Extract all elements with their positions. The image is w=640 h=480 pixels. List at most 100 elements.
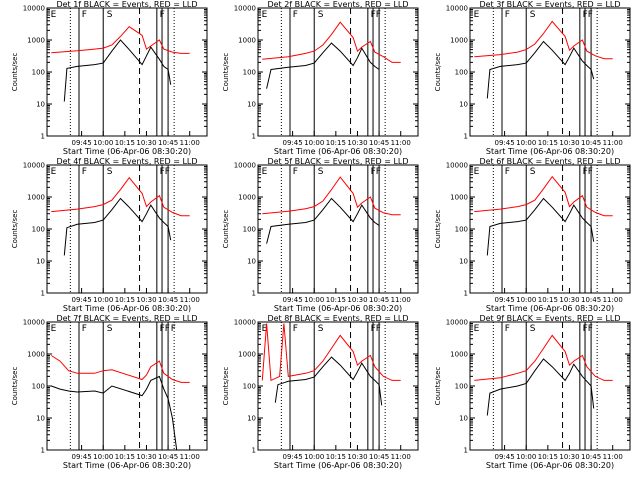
x-tick-label: 11:00 <box>180 139 200 147</box>
x-tick-label: 10:30 <box>136 453 156 461</box>
y-tick-label: 1000 <box>238 194 256 202</box>
region-label: E <box>51 324 57 334</box>
region-label: F <box>583 167 588 177</box>
detector-panel: Det 3f BLACK = Events, RED = LLD 1 10 100 10… <box>434 0 631 156</box>
plot-frame <box>257 7 419 137</box>
region-label: F <box>588 324 593 334</box>
x-tick-label: 10:15 <box>115 139 135 147</box>
y-tick-label: 10000 <box>446 319 468 327</box>
x-tick-label: 11:00 <box>391 296 411 304</box>
y-tick-label: 100 <box>32 69 45 77</box>
x-tick-label: 10:00 <box>516 296 536 304</box>
y-tick-label: 1 <box>464 447 468 455</box>
events-series-line <box>486 197 595 256</box>
x-tick-label: 10:30 <box>136 139 156 147</box>
x-tick-label: 10:00 <box>304 139 324 147</box>
x-tick-label: 10:30 <box>136 296 156 304</box>
region-label: S <box>107 167 113 177</box>
x-tick-label: 11:00 <box>603 139 623 147</box>
lld-series-line <box>51 26 190 54</box>
x-tick-label: 11:00 <box>603 453 623 461</box>
panel-title: Det 5f BLACK = Events, RED = LLD <box>267 157 408 166</box>
x-tick-label: 10:00 <box>93 296 113 304</box>
region-label: S <box>318 324 324 334</box>
x-tick-label: 10:30 <box>559 139 579 147</box>
y-axis-label: Counts/sec <box>222 210 230 249</box>
x-tick-label: 09:45 <box>495 453 515 461</box>
y-tick-label: 1 <box>252 133 256 141</box>
x-axis-label: Start Time (06-Apr-06 08:30:20) <box>274 461 402 470</box>
plot-frame <box>257 164 419 294</box>
x-tick-label: 11:00 <box>391 139 411 147</box>
region-label: F <box>171 324 176 334</box>
region-label: S <box>107 10 113 20</box>
y-tick-label: 1 <box>41 447 45 455</box>
lld-series-line <box>262 21 401 63</box>
x-tick-label: 09:45 <box>495 296 515 304</box>
x-tick-label: 10:45 <box>369 296 389 304</box>
x-axis-label: Start Time (06-Apr-06 08:30:20) <box>486 147 614 156</box>
region-label: F <box>376 10 381 20</box>
x-tick-label: 10:15 <box>326 453 346 461</box>
region-label: F <box>505 324 510 334</box>
x-tick-label: 10:45 <box>369 453 389 461</box>
region-label: S <box>530 167 536 177</box>
region-label: F <box>583 10 588 20</box>
region-label: E <box>51 167 57 177</box>
y-tick-label: 100 <box>243 383 256 391</box>
region-label: S <box>107 324 113 334</box>
y-tick-label: 1 <box>252 447 256 455</box>
detector-panel: Det 4f BLACK = Events, RED = LLD 1 10 100 10… <box>11 157 208 313</box>
region-label: F <box>165 324 170 334</box>
region-label: F <box>160 324 165 334</box>
x-tick-label: 10:45 <box>581 453 601 461</box>
region-label: E <box>474 10 480 20</box>
y-tick-label: 10000 <box>234 5 256 13</box>
events-series-line <box>266 42 380 89</box>
x-tick-label: 10:45 <box>369 139 389 147</box>
detector-panel: Det 8f BLACK = Events, RED = LLD 1 10 100 10… <box>222 314 419 470</box>
x-tick-label: 09:45 <box>283 296 303 304</box>
detector-panel: Det 9f BLACK = Events, RED = LLD 1 10 100 10… <box>434 314 631 470</box>
region-label: S <box>318 10 324 20</box>
y-tick-label: 1 <box>41 133 45 141</box>
y-tick-label: 100 <box>455 69 468 77</box>
panel-title: Det 4f BLACK = Events, RED = LLD <box>56 157 197 166</box>
panel-title: Det 9f BLACK = Events, RED = LLD <box>479 314 620 323</box>
lld-series-line <box>262 176 401 216</box>
region-label: F <box>165 167 170 177</box>
y-tick-label: 10000 <box>446 5 468 13</box>
y-tick-label: 10 <box>247 258 256 266</box>
region-label: F <box>82 167 87 177</box>
x-tick-label: 09:45 <box>283 139 303 147</box>
panel-title: Det 8f BLACK = Events, RED = LLD <box>267 314 408 323</box>
x-tick-label: 10:30 <box>559 453 579 461</box>
region-label: F <box>160 167 165 177</box>
plot-frame <box>469 7 631 137</box>
y-tick-label: 10 <box>36 101 45 109</box>
x-tick-label: 10:30 <box>347 453 367 461</box>
y-tick-label: 1000 <box>238 351 256 359</box>
x-axis-label: Start Time (06-Apr-06 08:30:20) <box>486 461 614 470</box>
y-axis-label: Counts/sec <box>434 53 442 92</box>
region-label: E <box>474 324 480 334</box>
x-axis-label: Start Time (06-Apr-06 08:30:20) <box>486 304 614 313</box>
x-tick-label: 10:45 <box>158 139 178 147</box>
region-label: F <box>82 324 87 334</box>
plot-frame <box>469 164 631 294</box>
detector-panel: Det 5f BLACK = Events, RED = LLD 1 10 100 10… <box>222 157 419 313</box>
y-tick-label: 10000 <box>234 162 256 170</box>
x-tick-label: 10:30 <box>347 296 367 304</box>
x-tick-label: 10:00 <box>93 453 113 461</box>
x-tick-label: 10:45 <box>158 296 178 304</box>
region-label: F <box>376 167 381 177</box>
lld-series-line <box>474 175 613 217</box>
y-tick-label: 100 <box>455 383 468 391</box>
y-tick-label: 1000 <box>27 351 45 359</box>
x-axis-label: Start Time (06-Apr-06 08:30:20) <box>274 147 402 156</box>
y-tick-label: 1 <box>41 290 45 298</box>
x-tick-label: 10:30 <box>347 139 367 147</box>
x-tick-label: 10:00 <box>304 453 324 461</box>
y-tick-label: 1000 <box>450 194 468 202</box>
